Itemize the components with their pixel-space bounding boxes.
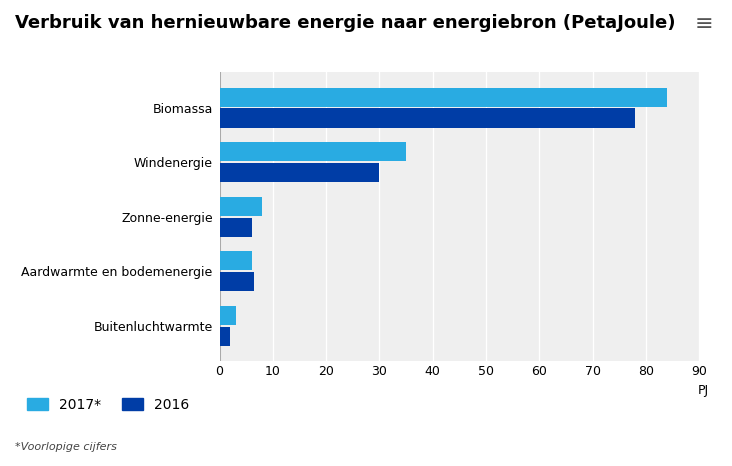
X-axis label: PJ: PJ [698, 384, 709, 397]
Bar [220, 197, 262, 216]
Bar [220, 251, 252, 270]
Bar [220, 306, 236, 325]
Bar [220, 142, 406, 161]
Text: *Voorlopige cijfers: *Voorlopige cijfers [15, 442, 116, 452]
Bar [220, 272, 254, 291]
Bar [220, 327, 231, 346]
Bar [220, 163, 379, 182]
Bar [220, 218, 252, 237]
Text: Verbruik van hernieuwbare energie naar energiebron (PetaJoule): Verbruik van hernieuwbare energie naar e… [15, 14, 675, 32]
Bar [220, 109, 635, 128]
Bar [220, 88, 667, 107]
Legend: 2017*, 2016: 2017*, 2016 [21, 392, 195, 417]
Text: ≡: ≡ [695, 14, 714, 34]
